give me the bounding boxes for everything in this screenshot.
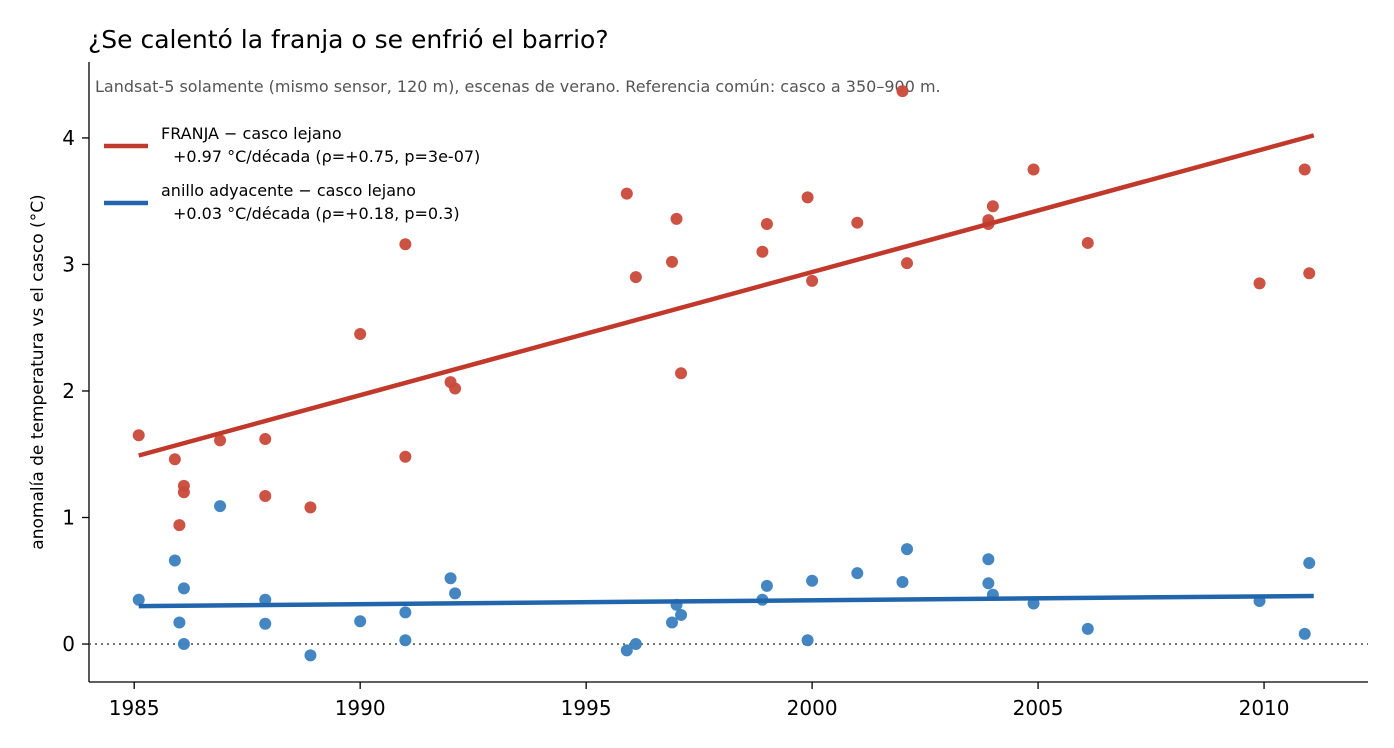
chart-title: ¿Se calentó la franja o se enfrió el bar… [88,25,609,54]
data-point-anillo [666,616,679,629]
legend-detail-franja: +0.97 °C/década (ρ=+0.75, p=3e-07) [173,147,480,166]
data-point-anillo [801,634,814,647]
data-point-anillo [304,649,317,662]
data-point-anillo [620,644,633,657]
data-point-franja [177,486,190,499]
data-point-franja [1027,163,1040,176]
data-point-anillo [444,572,457,585]
data-point-anillo [168,554,181,567]
data-point-franja [214,434,227,447]
data-point-anillo [629,638,642,651]
data-point-franja [756,245,769,258]
data-point-anillo [399,606,412,619]
data-point-franja [620,187,633,200]
data-point-franja [1303,267,1316,280]
data-point-anillo [399,634,412,647]
data-point-anillo [806,574,819,587]
data-point-anillo [214,500,227,513]
y-tick-label: 1 [62,506,75,530]
x-tick-label: 2005 [1013,696,1064,720]
data-point-franja [675,367,688,380]
data-point-anillo [177,638,190,651]
legend: FRANJA − casco lejano +0.97 °C/década (ρ=… [104,124,480,223]
x-tick-label: 1990 [335,696,386,720]
data-point-anillo [259,617,272,630]
data-point-franja [986,200,999,213]
data-point-franja [259,433,272,446]
data-point-anillo [1081,622,1094,635]
y-tick-label: 0 [62,632,75,656]
x-tick-label: 1995 [561,696,612,720]
y-axis-label: anomalía de temperatura vs el casco (°C) [28,194,48,549]
data-point-franja [896,85,909,98]
x-tick-label: 2000 [787,696,838,720]
y-tick-label: 2 [62,379,75,403]
legend-label-anillo: anillo adyacente − casco lejano [161,181,416,200]
data-point-anillo [760,579,773,592]
data-point-anillo [132,593,145,606]
data-point-anillo [449,587,462,600]
x-tick-label: 2010 [1239,696,1290,720]
data-point-franja [449,382,462,395]
data-point-anillo [675,608,688,621]
data-point-anillo [1298,627,1311,640]
data-point-franja [666,255,679,268]
data-point-franja [399,238,412,251]
data-point-anillo [851,567,864,580]
trend-line-anillo [138,593,1314,609]
data-point-franja [1298,163,1311,176]
data-point-franja [399,450,412,463]
y-tick-label: 4 [62,126,75,150]
data-point-franja [901,257,914,270]
data-point-anillo [982,577,995,590]
data-point-franja [259,490,272,502]
data-point-anillo [354,615,367,628]
data-point-anillo [1303,557,1316,570]
data-point-franja [304,501,317,514]
data-point-franja [760,217,773,230]
x-tick-label: 1985 [109,696,160,720]
data-point-franja [629,271,642,284]
plot-area: Landsat-5 solamente (mismo sensor, 120 m… [28,62,1368,720]
data-point-franja [354,328,367,341]
legend-label-franja: FRANJA − casco lejano [161,124,342,143]
data-point-anillo [173,616,186,629]
data-point-franja [851,216,864,229]
data-point-franja [132,429,145,442]
data-point-anillo [982,553,995,566]
data-point-anillo [896,576,909,589]
data-point-franja [1253,277,1266,290]
data-point-franja [801,191,814,204]
data-point-anillo [901,543,914,556]
data-point-anillo [177,582,190,595]
data-point-franja [1081,236,1094,249]
trend-line-franja [138,133,1315,458]
data-point-franja [168,453,181,466]
data-point-franja [806,274,819,287]
legend-detail-anillo: +0.03 °C/década (ρ=+0.18, p=0.3) [173,204,460,223]
data-point-franja [670,212,683,225]
data-point-franja [173,519,186,532]
y-tick-label: 3 [62,252,75,276]
chart-subtitle: Landsat-5 solamente (mismo sensor, 120 m… [95,77,941,96]
